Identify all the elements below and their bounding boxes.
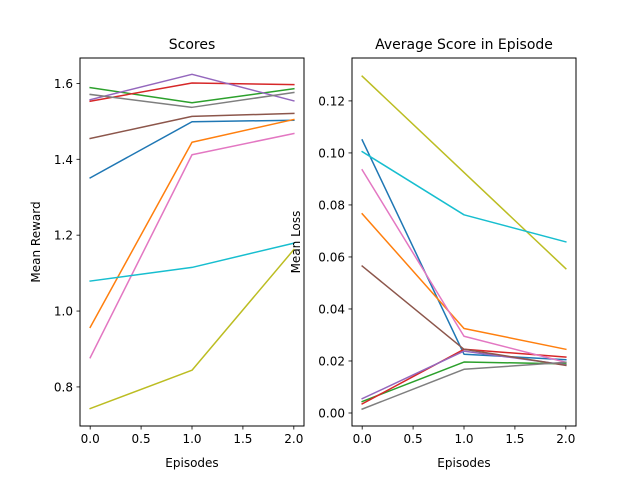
- average-score-series-line-7: [361, 168, 567, 364]
- average-score-y-tick-label: 0.12: [318, 94, 345, 108]
- average-score-y-tick-label: 0.10: [318, 146, 345, 160]
- scores-series-line-5: [89, 73, 295, 102]
- average-score-x-axis-label: Episodes: [437, 456, 490, 470]
- average-score-y-tick-label: 0.06: [318, 250, 345, 264]
- scores-series-line-3: [89, 86, 295, 104]
- average-score-y-axis-label: Mean Loss: [289, 211, 303, 274]
- scores-series-line-2: [89, 118, 295, 329]
- scores-series-line-8: [89, 91, 295, 109]
- average-score-series-layer: [361, 75, 567, 411]
- scores-x-tick-label: 1.5: [233, 432, 252, 446]
- average-score-x-tick-label: 0.5: [404, 432, 423, 446]
- scores-series-line-7: [89, 132, 295, 359]
- scores-series-layer: [89, 73, 295, 410]
- scores-chart: Scores 0.0 0.5 1.0 1.5 2.0 0.8 1.0 1.2 1.4 1.6 E…: [29, 37, 305, 470]
- scores-y-ticks: 0.8 1.0 1.2 1.4 1.6: [54, 77, 80, 394]
- scores-series-line-10: [89, 242, 295, 282]
- scores-series-line-4: [89, 82, 295, 103]
- average-score-plot-frame: [351, 57, 577, 427]
- scores-x-tick-label: 0.0: [81, 432, 100, 446]
- average-score-y-tick-label: 0.00: [318, 406, 345, 420]
- average-score-y-tick-label: 0.08: [318, 198, 345, 212]
- average-score-x-tick-label: 0.0: [353, 432, 372, 446]
- average-score-x-tick-label: 2.0: [556, 432, 575, 446]
- average-score-chart: Average Score in Episode 0.0 0.5 1.0 1.5 2.0…: [289, 37, 577, 470]
- average-score-x-ticks: 0.0 0.5 1.0 1.5 2.0: [353, 426, 575, 446]
- average-score-x-tick-label: 1.0: [454, 432, 473, 446]
- average-score-y-tick-label: 0.02: [318, 354, 345, 368]
- scores-y-tick-label: 1.0: [54, 305, 73, 319]
- scores-series-line-9: [89, 248, 295, 410]
- scores-y-tick-label: 1.4: [54, 153, 73, 167]
- average-score-series-line-9: [361, 75, 567, 270]
- average-score-chart-title: Average Score in Episode: [375, 37, 553, 53]
- average-score-series-line-10: [361, 150, 567, 243]
- scores-y-tick-label: 1.2: [54, 229, 73, 243]
- average-score-series-line-6: [361, 265, 567, 367]
- scores-series-line-1: [89, 119, 295, 179]
- scores-x-tick-label: 1.0: [182, 432, 201, 446]
- scores-x-axis-label: Episodes: [165, 456, 218, 470]
- scores-x-tick-label: 0.5: [132, 432, 151, 446]
- scores-x-ticks: 0.0 0.5 1.0 1.5 2.0: [81, 426, 303, 446]
- scores-y-tick-label: 0.8: [54, 380, 73, 394]
- scores-plot-frame: [79, 57, 305, 427]
- average-score-y-ticks: 0.00 0.02 0.04 0.06 0.08 0.10 0.12: [318, 94, 352, 420]
- average-score-series-line-3: [361, 361, 567, 403]
- average-score-series-line-1: [361, 138, 567, 361]
- scores-x-tick-label: 2.0: [284, 432, 303, 446]
- average-score-x-tick-label: 1.5: [505, 432, 524, 446]
- average-score-y-tick-label: 0.04: [318, 302, 345, 316]
- average-score-series-line-8: [361, 361, 567, 411]
- scores-y-axis-label: Mean Reward: [29, 201, 43, 282]
- average-score-series-line-2: [361, 212, 567, 351]
- scores-y-tick-label: 1.6: [54, 77, 73, 91]
- scores-series-line-6: [89, 112, 295, 140]
- scores-chart-title: Scores: [169, 37, 216, 53]
